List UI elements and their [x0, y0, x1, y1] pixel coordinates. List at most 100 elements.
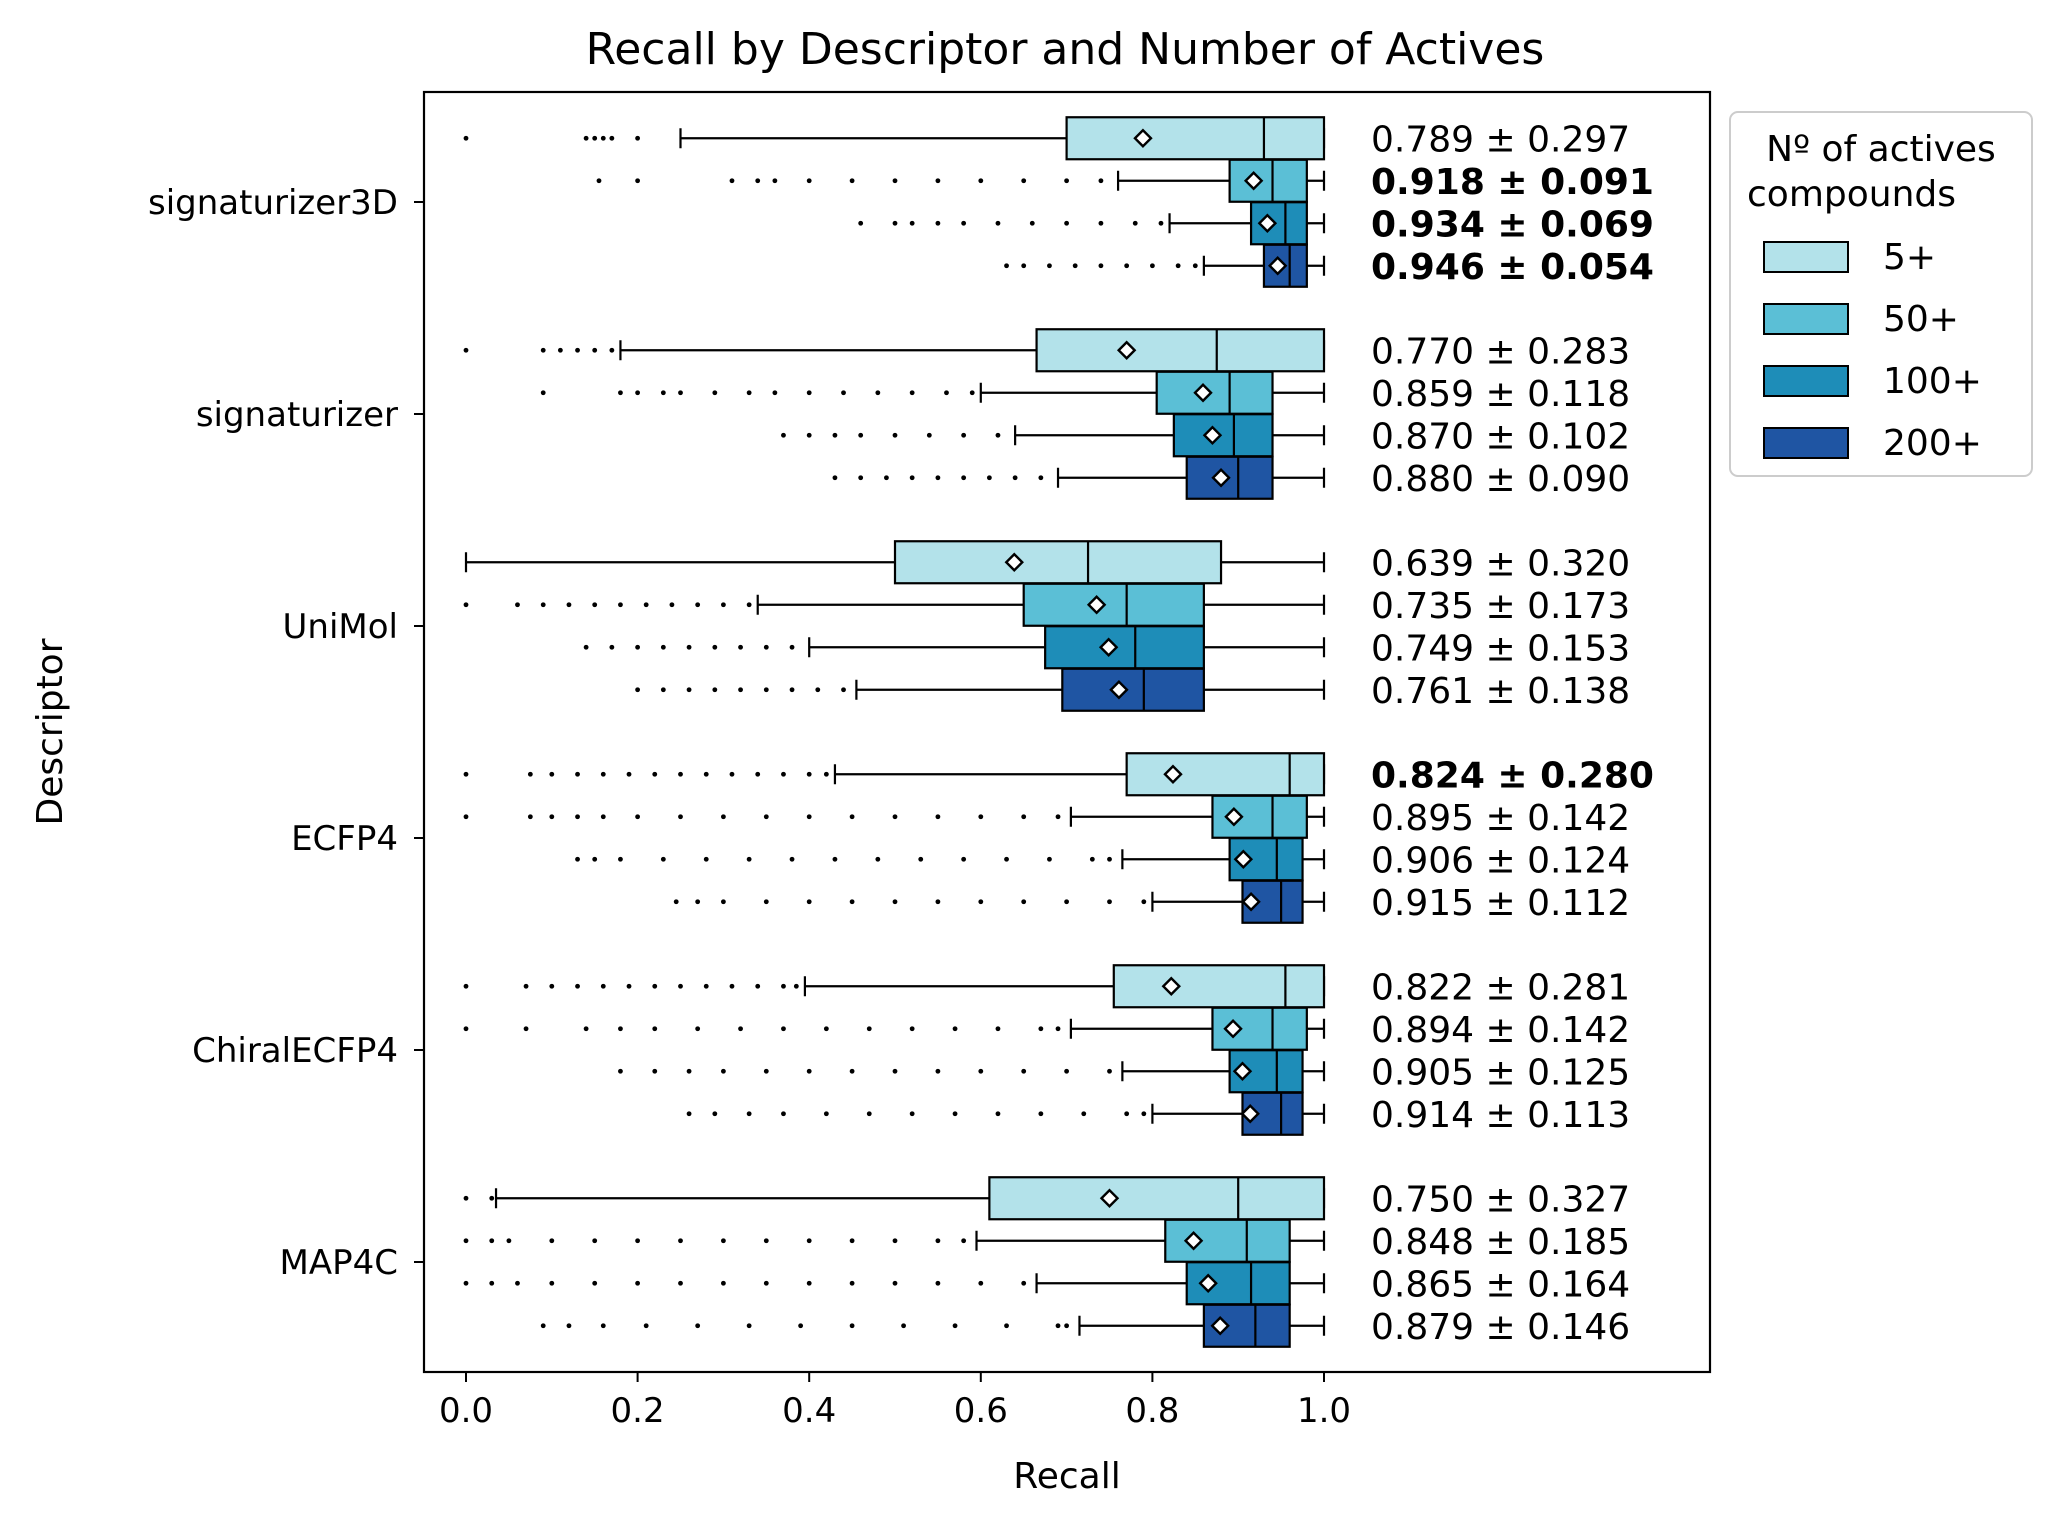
outlier-point [506, 1238, 512, 1244]
outlier-point [884, 475, 889, 481]
mean-std-annotation: 0.915 ± 0.112 [1371, 883, 1630, 924]
outlier-point [935, 1068, 941, 1074]
mean-std-annotation: 0.859 ± 0.118 [1371, 374, 1630, 415]
box-MAP4C-5+: 0.750 ± 0.327 [463, 1176, 1630, 1221]
outlier-point [952, 1323, 958, 1329]
outlier-point [858, 432, 864, 438]
outlier-point [489, 1195, 495, 1201]
outlier-point [575, 856, 580, 862]
outlier-point [678, 983, 683, 989]
outlier-point [849, 178, 855, 184]
box-UniMol-200+: 0.761 ± 0.138 [635, 667, 1630, 712]
outlier-point [901, 1323, 906, 1329]
outlier-point [652, 771, 658, 777]
y-axis-label: Descriptor [30, 638, 71, 825]
mean-marker [1243, 171, 1264, 191]
outlier-point [746, 1111, 752, 1117]
outlier-point [643, 602, 649, 608]
outlier-point [1004, 1323, 1009, 1329]
mean-marker [1211, 468, 1231, 488]
outlier-point [523, 1026, 529, 1032]
outlier-point [755, 178, 761, 184]
outlier-point [463, 135, 469, 141]
outlier-point [892, 432, 898, 438]
outlier-point [609, 644, 615, 650]
outlier-point [712, 390, 718, 396]
outlier-point [772, 390, 778, 396]
y-tick-label: signaturizer [196, 395, 398, 435]
mean-marker [1240, 1104, 1260, 1124]
mean-std-annotation: 0.822 ± 0.281 [1371, 967, 1630, 1008]
outlier-point [618, 856, 623, 862]
outlier-point [652, 1026, 658, 1032]
iqr-box [1125, 752, 1326, 797]
outlier-point [635, 1238, 640, 1244]
outlier-point [566, 602, 572, 608]
outlier-point [600, 771, 606, 777]
legend-entries: 5+ 50+ 100+ 200+ [1763, 237, 1982, 464]
outlier-point [652, 983, 658, 989]
mean-marker [1267, 256, 1288, 276]
mean-marker [1232, 1061, 1253, 1081]
box-signaturizer3D-50+: 0.918 ± 0.091 [596, 158, 1654, 203]
outlier-point [1021, 899, 1027, 905]
outlier-point [592, 1280, 598, 1286]
outlier-point [793, 983, 799, 989]
iqr-box [1035, 328, 1326, 373]
outlier-point [703, 983, 709, 989]
outlier-point [1192, 263, 1198, 269]
outlier-point [1098, 220, 1104, 226]
outlier-point [1089, 856, 1095, 862]
mean-std-annotation: 0.894 ± 0.142 [1371, 1010, 1630, 1051]
outlier-point [849, 1323, 855, 1329]
outlier-point [1107, 1068, 1112, 1074]
outlier-point [618, 602, 623, 608]
outlier-point [1021, 814, 1027, 820]
box-UniMol-100+: 0.749 ± 0.153 [583, 625, 1630, 670]
mean-std-annotation: 0.750 ± 0.327 [1371, 1179, 1630, 1220]
outlier-point [1021, 263, 1027, 269]
y-axis-ticks: signaturizer3D signaturizer UniMol ECFP4 Chi… [148, 183, 424, 1283]
outlier-point [635, 814, 640, 820]
box-MAP4C-50+: 0.848 ± 0.185 [463, 1218, 1630, 1263]
outlier-point [463, 1026, 469, 1032]
iqr-box [1061, 667, 1205, 712]
outlier-point [609, 135, 615, 141]
outlier-point [635, 178, 640, 184]
outlier-point [600, 135, 606, 141]
outlier-point [1064, 1323, 1069, 1329]
outlier-point [746, 1323, 752, 1329]
legend-swatch [1763, 303, 1849, 335]
outlier-point [527, 771, 533, 777]
mean-marker [1161, 976, 1181, 996]
y-tick-label: UniMol [283, 607, 398, 647]
outlier-point [763, 814, 769, 820]
outlier-point [1098, 263, 1104, 269]
outlier-point [909, 475, 915, 481]
outlier-point [1038, 475, 1044, 481]
box-ChiralECFP4-5+: 0.822 ± 0.281 [463, 964, 1630, 1009]
outlier-point [721, 602, 726, 608]
outlier-point [961, 1238, 967, 1244]
outlier-point [806, 771, 812, 777]
outlier-point [909, 390, 915, 396]
mean-std-annotation: 0.879 ± 0.146 [1371, 1307, 1630, 1348]
outlier-point [866, 1111, 872, 1117]
outlier-point [515, 1280, 520, 1286]
mean-marker [1163, 764, 1183, 784]
outlier-point [978, 899, 984, 905]
outlier-point [1038, 1111, 1044, 1117]
outlier-point [463, 1195, 469, 1201]
legend-label: 200+ [1883, 423, 1982, 464]
y-tick-label: MAP4C [280, 1243, 398, 1283]
outlier-point [596, 178, 602, 184]
outlier-point [738, 1026, 743, 1032]
outlier-point [1107, 856, 1112, 862]
outlier-point [1141, 1111, 1147, 1117]
outlier-point [918, 856, 924, 862]
outlier-point [909, 220, 915, 226]
outlier-point [592, 856, 598, 862]
outlier-point [712, 644, 718, 650]
